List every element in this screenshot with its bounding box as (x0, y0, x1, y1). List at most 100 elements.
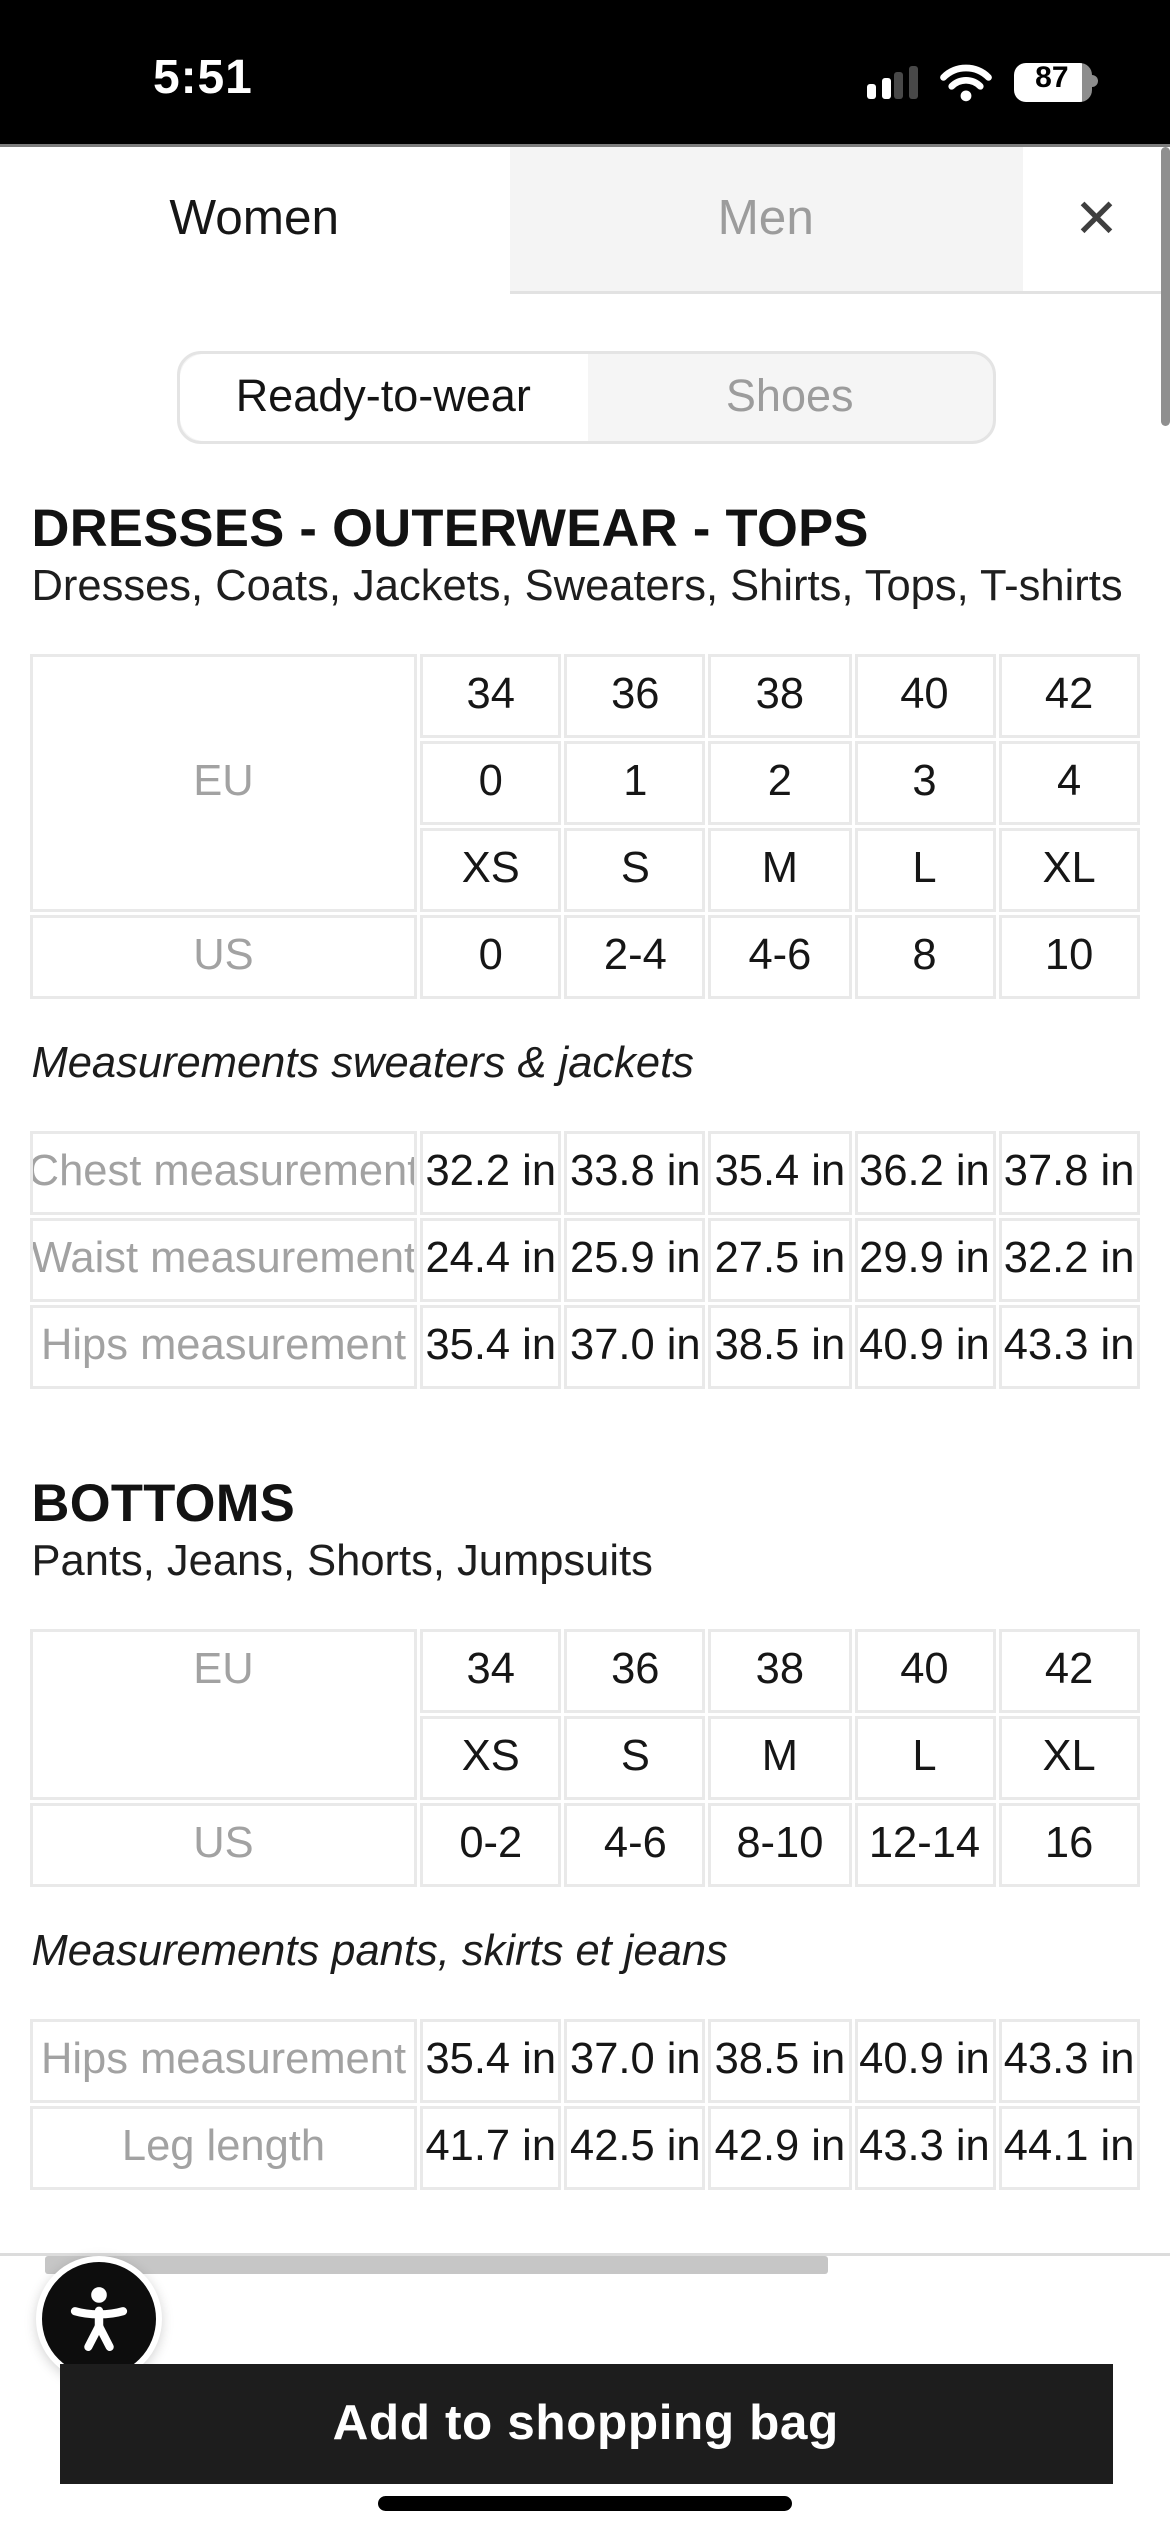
section-title: BOTTOMS (31, 1474, 296, 1535)
size-conversion-table: EU 34 36 38 40 42 XS S M L XL US 0-2 4-6 8-10 12-14 16 (27, 1627, 1143, 1891)
measurement-cell: 42.5 in (564, 2107, 707, 2192)
size-cell: L (853, 1717, 996, 1802)
status-bar: 5:51 87 (0, 0, 1170, 144)
size-cell: 10 (998, 916, 1140, 1001)
table-row: EU 34 36 38 40 42 (30, 655, 1140, 914)
measurement-cell: 41.7 in (420, 2107, 562, 2192)
horizontal-scrollbar-thumb[interactable] (45, 2256, 828, 2274)
measurements-table: Chest measurement 32.2 in 33.8 in 35.4 in 36… (27, 1129, 1143, 1393)
size-cell: 42 (998, 655, 1140, 740)
size-cell: 4 (998, 742, 1140, 827)
measurement-cell: 38.5 in (709, 2020, 851, 2105)
tab-shoes[interactable]: Shoes (725, 373, 854, 425)
accessibility-person-icon (70, 2287, 128, 2352)
measurement-cell: 37.0 in (564, 2020, 707, 2105)
size-guide-content: DRESSES - OUTERWEAR - TOPS Dresses, Coats… (0, 499, 1170, 2194)
size-cell: 0 (420, 742, 562, 827)
size-cell: 2-4 (564, 916, 707, 1001)
size-guide-section: BOTTOMS Pants, Jeans, Shorts, Jumpsuits EU… (27, 1474, 1143, 2194)
modal-top-divider (0, 144, 1170, 149)
size-cell: 4-6 (564, 1804, 707, 1889)
measurement-label: Waist measurement (30, 1219, 417, 1304)
home-indicator[interactable] (378, 2494, 792, 2510)
section-subtitle: Dresses, Coats, Jackets, Sweaters, Shirt… (31, 565, 1123, 614)
measurement-cell: 35.4 in (709, 1132, 851, 1217)
size-cell: 38 (709, 1630, 851, 1715)
row-group-label: US (30, 916, 417, 1001)
table-row: XS S M L XL (30, 829, 1140, 914)
size-cell: 36 (564, 655, 707, 740)
battery-percent: 87 (1035, 63, 1069, 96)
measurement-cell: 25.9 in (564, 1219, 707, 1304)
category-segmented-control: Ready-to-wear Shoes (177, 352, 996, 446)
measurement-cell: 35.4 in (420, 1306, 562, 1391)
measurement-cell: 43.3 in (853, 2107, 996, 2192)
measurement-cell: 40.9 in (853, 2020, 996, 2105)
size-cell: XL (998, 1717, 1140, 1802)
measurement-label: Leg length (30, 2107, 417, 2192)
size-cell: 12-14 (853, 1804, 996, 1889)
size-cell: 0 (420, 916, 562, 1001)
tab-ready-to-wear[interactable]: Ready-to-wear (180, 355, 587, 443)
size-cell: M (709, 1717, 851, 1802)
size-cell: 8-10 (709, 1804, 851, 1889)
size-cell: 8 (853, 916, 996, 1001)
size-guide-section: DRESSES - OUTERWEAR - TOPS Dresses, Coats… (27, 499, 1143, 1393)
vertical-scrollbar-thumb[interactable] (1161, 145, 1170, 425)
size-cell: 42 (998, 1630, 1140, 1715)
table-row: EU 34 36 38 40 42 (30, 1630, 1140, 1802)
size-cell: 40 (853, 655, 996, 740)
measurement-cell: 32.2 in (420, 1132, 562, 1217)
table-row: Chest measurement 32.2 in 33.8 in 35.4 in 36… (30, 1132, 1140, 1217)
row-group-label: US (30, 1804, 417, 1889)
gender-tab-bar: Women Men ✕ (0, 148, 1170, 296)
size-cell: XL (998, 829, 1140, 914)
section-title: DRESSES - OUTERWEAR - TOPS (31, 499, 869, 560)
tab-men[interactable]: Men (508, 148, 1023, 296)
measurement-cell: 36.2 in (853, 1132, 996, 1217)
measurement-cell: 40.9 in (853, 1306, 996, 1391)
size-cell: M (709, 829, 851, 914)
size-cell: 4-6 (709, 916, 851, 1001)
size-cell: XS (420, 829, 562, 914)
size-cell: 1 (564, 742, 707, 827)
measurement-cell: 38.5 in (709, 1306, 851, 1391)
table-row: US 0-2 4-6 8-10 12-14 16 (30, 1804, 1140, 1889)
close-button[interactable]: ✕ (1023, 148, 1170, 296)
measurement-cell: 42.9 in (709, 2107, 851, 2192)
clock-time: 5:51 (153, 54, 253, 105)
measurement-label: Hips measurement (30, 1306, 417, 1391)
add-to-shopping-bag-button[interactable]: Add to shopping bag (60, 2364, 1112, 2484)
size-cell: 0-2 (420, 1804, 562, 1889)
table-row: Hips measurement 35.4 in 37.0 in 38.5 in 40.… (30, 1306, 1140, 1391)
battery-icon: 87 (1012, 61, 1098, 101)
measurement-label: Chest measurement (30, 1132, 417, 1217)
measurement-cell: 32.2 in (998, 1219, 1140, 1304)
table-row: Waist measurement 24.4 in 25.9 in 27.5 in 29… (30, 1219, 1140, 1304)
section-subtitle: Pants, Jeans, Shorts, Jumpsuits (31, 1540, 653, 1589)
measurement-cell: 29.9 in (853, 1219, 996, 1304)
measurements-title: Measurements sweaters & jackets (31, 1042, 694, 1091)
measurement-cell: 44.1 in (998, 2107, 1140, 2192)
size-conversion-table: EU 34 36 38 40 42 0 1 2 3 4 XS S M L XL US 0 2-4 4-6 8 10 (27, 652, 1143, 1003)
measurement-cell: 43.3 in (998, 1306, 1140, 1391)
add-to-shopping-bag-label: Add to shopping bag (332, 2395, 839, 2450)
status-icons: 87 (867, 61, 1098, 101)
tab-women[interactable]: Women (0, 148, 509, 296)
row-group-label: EU (30, 1630, 417, 1802)
size-cell: S (564, 829, 707, 914)
measurement-cell: 33.8 in (564, 1132, 707, 1217)
measurement-cell: 35.4 in (420, 2020, 562, 2105)
size-cell: L (853, 829, 996, 914)
table-row: US 0 2-4 4-6 8 10 (30, 916, 1140, 1001)
measurement-cell: 43.3 in (998, 2020, 1140, 2105)
wifi-icon (938, 63, 991, 100)
close-icon: ✕ (1073, 190, 1120, 251)
measurement-label: Hips measurement (30, 2020, 417, 2105)
size-cell: XS (420, 1717, 562, 1802)
size-cell: S (564, 1717, 707, 1802)
size-cell: 2 (709, 742, 851, 827)
horizontal-scrollbar-track (0, 2251, 1170, 2255)
